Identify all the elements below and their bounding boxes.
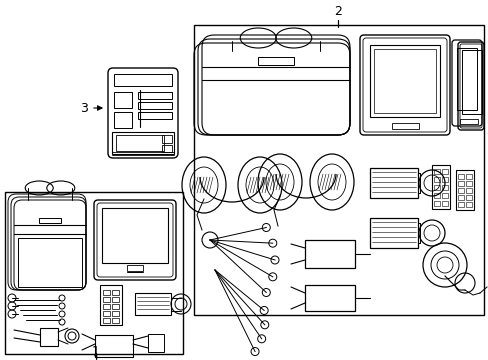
Bar — [433, 185, 439, 190]
Bar — [18, 238, 82, 287]
Bar — [431, 165, 449, 209]
Bar — [441, 193, 447, 198]
Bar — [457, 202, 463, 207]
Bar — [194, 25, 483, 315]
Bar — [112, 311, 119, 316]
Bar — [465, 195, 471, 200]
Bar — [457, 188, 463, 193]
Bar — [40, 328, 58, 346]
Bar — [39, 218, 61, 224]
Bar — [465, 181, 471, 186]
Bar — [112, 297, 119, 302]
Bar — [455, 170, 473, 210]
Bar — [112, 318, 119, 323]
Bar — [103, 311, 110, 316]
Bar — [465, 188, 471, 193]
Bar — [112, 132, 174, 154]
Bar — [459, 119, 477, 124]
Bar — [5, 192, 183, 354]
Bar — [258, 57, 293, 65]
Bar — [95, 335, 133, 357]
Bar — [114, 112, 132, 128]
Bar — [461, 50, 481, 114]
Bar — [138, 112, 172, 119]
Bar — [162, 135, 172, 143]
Bar — [305, 285, 354, 311]
Bar — [433, 201, 439, 206]
Bar — [441, 169, 447, 174]
Bar — [457, 174, 463, 179]
Bar — [465, 202, 471, 207]
Bar — [103, 290, 110, 295]
Bar — [441, 185, 447, 190]
Bar — [456, 48, 476, 110]
Bar — [103, 318, 110, 323]
Bar — [138, 92, 172, 99]
Text: 3: 3 — [80, 102, 88, 114]
Bar — [116, 135, 163, 151]
Bar — [433, 177, 439, 182]
Bar — [103, 304, 110, 309]
Bar — [457, 181, 463, 186]
Bar — [441, 201, 447, 206]
Bar — [102, 208, 168, 263]
Bar — [465, 174, 471, 179]
Bar — [103, 297, 110, 302]
Bar — [441, 177, 447, 182]
Bar — [112, 290, 119, 295]
Bar — [433, 193, 439, 198]
Bar — [369, 218, 417, 248]
Bar — [114, 92, 132, 108]
Bar — [373, 49, 435, 113]
Text: 2: 2 — [333, 5, 341, 18]
Bar — [369, 45, 439, 117]
Bar — [433, 169, 439, 174]
Bar — [126, 265, 143, 271]
Bar — [391, 123, 418, 129]
Bar — [138, 102, 172, 109]
Bar — [100, 285, 122, 325]
Bar — [162, 145, 172, 152]
Bar — [369, 168, 417, 198]
Bar — [457, 195, 463, 200]
Text: 1: 1 — [92, 355, 99, 360]
Text: 1: 1 — [92, 345, 100, 358]
Bar — [148, 334, 163, 352]
Bar — [135, 293, 171, 315]
Bar — [114, 74, 172, 86]
Bar — [305, 240, 354, 268]
Bar — [112, 304, 119, 309]
